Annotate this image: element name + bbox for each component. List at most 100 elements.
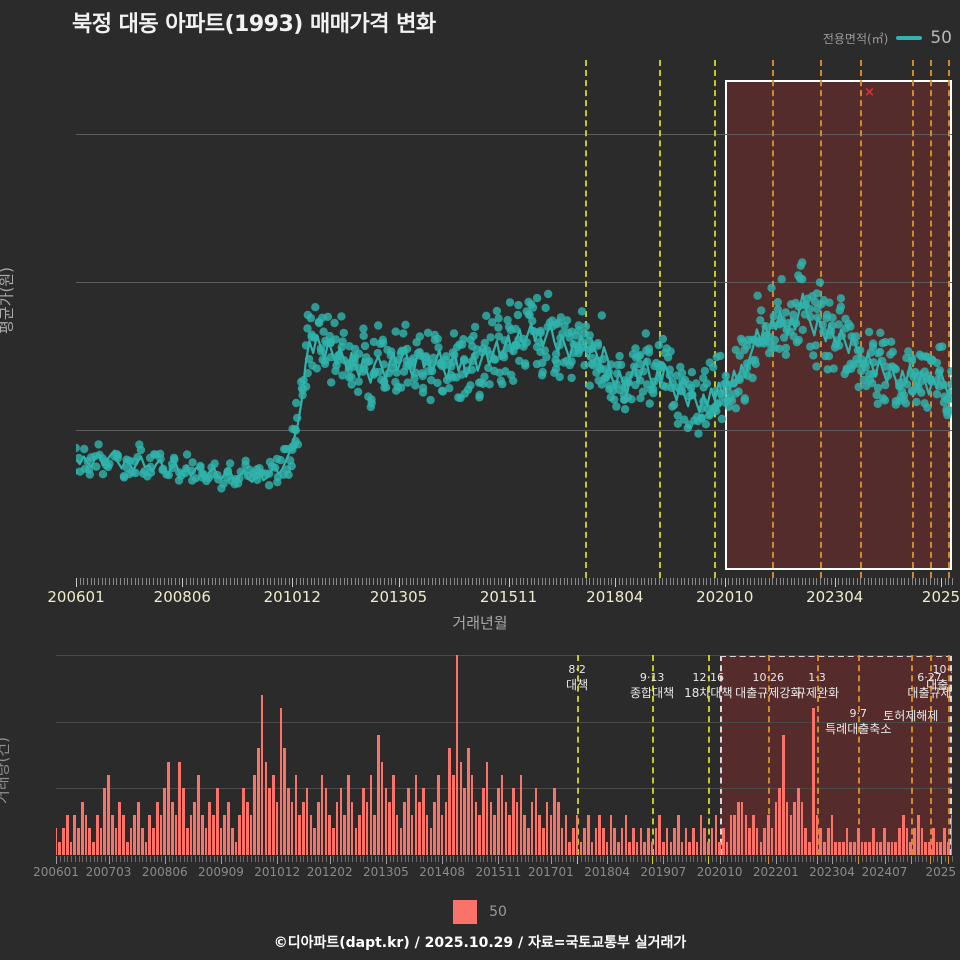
policy-marker-line bbox=[858, 655, 861, 855]
volume-bar bbox=[253, 775, 257, 855]
price-x-tick: 2025 bbox=[921, 588, 960, 606]
volume-bar bbox=[800, 801, 804, 855]
volume-bar bbox=[632, 828, 635, 855]
volume-bar bbox=[916, 815, 920, 855]
policy-name: 토허제해제 bbox=[883, 709, 939, 723]
volume-x-tick: 200909 bbox=[198, 865, 244, 879]
volume-bar bbox=[662, 841, 665, 855]
volume-bar bbox=[197, 775, 200, 855]
volume-bar bbox=[448, 748, 451, 855]
volume-bar bbox=[407, 788, 410, 855]
price-x-tick: 201511 bbox=[479, 588, 538, 606]
volume-bar bbox=[549, 815, 553, 855]
volume-x-tick: 201202 bbox=[306, 865, 353, 879]
volume-bar bbox=[103, 788, 107, 855]
price-plot[interactable]: 0.5억1억1.5억 × bbox=[76, 60, 952, 578]
volume-bar bbox=[707, 841, 710, 855]
volume-bar bbox=[853, 841, 856, 855]
volume-plot[interactable]: 051015 8·2 대책 9·13 종합대책 12·16 18차대책 10·2… bbox=[56, 655, 952, 855]
volume-bar bbox=[767, 815, 770, 855]
price-x-tick: 202010 bbox=[696, 588, 754, 606]
volume-bar bbox=[88, 828, 92, 855]
legend-top-label: 전용면적(㎡) bbox=[822, 31, 889, 46]
volume-bar bbox=[422, 788, 425, 855]
volume-bar bbox=[628, 841, 631, 855]
volume-bar bbox=[268, 788, 271, 855]
volume-bar bbox=[692, 828, 695, 855]
volume-bar bbox=[313, 828, 316, 855]
volume-bar bbox=[650, 841, 654, 855]
policy-date: 10·15 bbox=[932, 663, 952, 676]
volume-bar bbox=[80, 801, 84, 855]
volume-bar bbox=[193, 801, 197, 855]
price-scatter-points bbox=[76, 258, 952, 493]
volume-bar bbox=[905, 828, 909, 855]
volume-bar bbox=[620, 828, 624, 855]
volume-x-tick: 201804 bbox=[584, 865, 630, 879]
volume-bar bbox=[414, 775, 418, 855]
volume-bar bbox=[305, 788, 309, 855]
volume-bar bbox=[684, 828, 688, 855]
volume-bar bbox=[122, 815, 125, 855]
volume-bar bbox=[594, 828, 598, 855]
volume-bar bbox=[73, 815, 77, 855]
volume-bar bbox=[748, 828, 751, 855]
volume-bar bbox=[834, 841, 838, 855]
volume-x-tick: 202010 bbox=[696, 865, 743, 879]
policy-marker-line bbox=[585, 60, 588, 578]
volume-bar bbox=[227, 801, 230, 855]
volume-bar bbox=[215, 788, 219, 855]
volume-x-tick: 2025 bbox=[925, 865, 957, 879]
volume-bar bbox=[77, 828, 80, 855]
volume-bar bbox=[868, 841, 871, 855]
policy-annotation: 6·27 대출규제 bbox=[907, 671, 951, 701]
volume-bar bbox=[335, 801, 339, 855]
volume-bar bbox=[107, 775, 110, 855]
volume-bar bbox=[204, 828, 208, 855]
price-x-axis-title: 거래년월 bbox=[452, 614, 508, 632]
volume-bar bbox=[688, 841, 691, 855]
volume-x-tick: 201907 bbox=[640, 865, 687, 879]
volume-bar bbox=[714, 815, 718, 855]
volume-bar bbox=[148, 815, 152, 855]
footer-credit: ©디아파트(dapt.kr) / 2025.10.29 / 자료=국토교통부 실… bbox=[273, 935, 687, 951]
volume-bar bbox=[320, 775, 324, 855]
policy-marker-line bbox=[911, 60, 914, 578]
volume-bar bbox=[883, 828, 886, 855]
policy-date: 9·7 bbox=[849, 707, 868, 720]
volume-bar bbox=[399, 828, 403, 855]
legend-bottom-swatch bbox=[453, 900, 478, 924]
volume-bar bbox=[264, 761, 268, 855]
volume-gridline bbox=[56, 721, 952, 723]
legend-bottom-value: 50 bbox=[489, 904, 507, 920]
volume-bar bbox=[182, 788, 185, 855]
volume-bar bbox=[770, 828, 774, 855]
legend-bottom[interactable]: 50 bbox=[0, 900, 960, 924]
policy-name: 종합대책 bbox=[629, 686, 675, 700]
volume-bar bbox=[317, 801, 320, 855]
policy-marker-line bbox=[658, 60, 661, 578]
price-x-tickrow bbox=[76, 578, 953, 587]
volume-bar bbox=[114, 828, 118, 855]
policy-marker-line bbox=[577, 655, 580, 855]
price-gridline bbox=[76, 282, 952, 283]
volume-bar bbox=[167, 761, 170, 855]
volume-bar bbox=[459, 761, 463, 855]
volume-bar bbox=[909, 841, 913, 855]
volume-bar bbox=[665, 828, 669, 855]
volume-bar bbox=[545, 801, 549, 855]
volume-bar bbox=[294, 775, 298, 855]
volume-bar bbox=[609, 815, 613, 855]
volume-bar bbox=[680, 841, 684, 855]
volume-bar bbox=[92, 841, 95, 855]
policy-date: 12·16 bbox=[692, 671, 725, 684]
price-plot-canvas: 0.5억1억1.5억 × bbox=[76, 60, 952, 578]
volume-bar bbox=[298, 815, 301, 855]
legend-top[interactable]: 전용면적(㎡) 50 bbox=[823, 28, 952, 48]
volume-bar bbox=[365, 801, 369, 855]
volume-bar bbox=[804, 828, 808, 855]
volume-x-tick: 202201 bbox=[752, 865, 799, 879]
volume-bar bbox=[864, 841, 868, 855]
volume-bar bbox=[928, 841, 931, 855]
volume-bar bbox=[943, 828, 946, 855]
